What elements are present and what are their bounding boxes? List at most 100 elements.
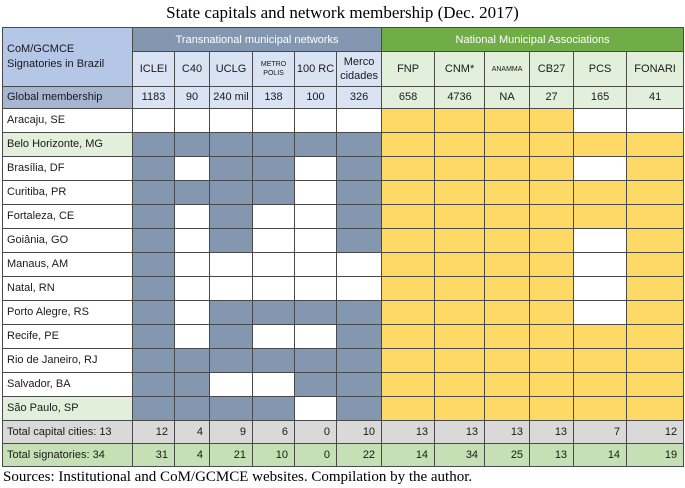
city-name: Recife, PE: [2, 323, 133, 349]
national-member-cell: [573, 371, 628, 397]
national-member-cell: [626, 155, 685, 181]
national-member-cell: [573, 347, 628, 373]
national-member-cell: [381, 251, 436, 277]
city-row: Manaus, AM: [2, 251, 685, 277]
total-value: 9: [209, 420, 253, 444]
col-header-uclg: UCLG: [209, 51, 253, 87]
global-value: 240 mil: [209, 86, 253, 109]
national-member-cell: [381, 323, 436, 349]
national-member-cell: [484, 155, 531, 181]
city-row: Natal, RN: [2, 275, 685, 301]
transnational-member-cell: [132, 227, 175, 253]
city-name: São Paulo, SP: [2, 395, 133, 422]
national-member-cell: [626, 299, 685, 325]
table-title: State capitals and network membership (D…: [166, 3, 519, 22]
empty-cell: [573, 275, 628, 301]
signatory-value: 31: [132, 443, 175, 467]
empty-cell: [294, 155, 337, 181]
city-name: Brasília, DF: [2, 155, 133, 181]
city-row: Rio de Janeiro, RJ: [2, 347, 685, 373]
empty-cell: [174, 251, 210, 277]
signatory-value: 21: [209, 443, 253, 467]
national-member-cell: [529, 131, 575, 157]
national-member-cell: [529, 347, 575, 373]
empty-cell: [294, 107, 337, 133]
transnational-member-cell: [132, 251, 175, 277]
global-value: 1183: [132, 86, 175, 109]
transnational-member-cell: [209, 179, 253, 205]
national-member-cell: [434, 395, 486, 422]
global-value: 4736: [434, 86, 486, 109]
national-member-cell: [573, 179, 628, 205]
global-value: 90: [174, 86, 210, 109]
col-header-fonari: FONARI: [626, 51, 685, 87]
city-row: Brasília, DF: [2, 155, 685, 181]
national-member-cell: [484, 131, 531, 157]
national-member-cell: [529, 275, 575, 301]
transnational-member-cell: [132, 155, 175, 181]
transnational-member-cell: [132, 203, 175, 229]
global-value: 326: [335, 86, 383, 109]
empty-cell: [294, 323, 337, 349]
national-member-cell: [529, 203, 575, 229]
national-member-cell: [381, 347, 436, 373]
city-row: Belo Horizonte, MG: [2, 131, 685, 157]
national-member-cell: [434, 323, 486, 349]
empty-cell: [252, 371, 295, 397]
transnational-member-cell: [252, 299, 295, 325]
national-member-cell: [529, 299, 575, 325]
empty-cell: [252, 107, 295, 133]
city-row: Recife, PE: [2, 323, 685, 349]
col-header-mercocidades: Merco cidades: [335, 51, 383, 87]
national-member-cell: [381, 155, 436, 181]
signatory-value: 10: [252, 443, 295, 467]
national-member-cell: [434, 347, 486, 373]
col-header-metropolis: METRO POLIS: [252, 51, 295, 87]
transnational-member-cell: [294, 299, 337, 325]
col-header-100rc: 100 RC: [294, 51, 337, 87]
global-membership-row: Global membership 1183 90 240 mil 138 10…: [2, 86, 685, 109]
empty-cell: [294, 395, 337, 422]
city-name: Curitiba, PR: [2, 179, 133, 205]
signatory-value: 34: [434, 443, 486, 467]
total-value: 6: [252, 420, 295, 444]
group-national: National Municipal Associations: [381, 27, 685, 52]
national-member-cell: [381, 131, 436, 157]
transnational-member-cell: [209, 131, 253, 157]
empty-cell: [174, 275, 210, 301]
national-member-cell: [484, 395, 531, 422]
empty-cell: [573, 227, 628, 253]
transnational-member-cell: [209, 299, 253, 325]
transnational-member-cell: [132, 299, 175, 325]
national-member-cell: [484, 179, 531, 205]
empty-cell: [573, 155, 628, 181]
national-member-cell: [529, 107, 575, 133]
signatory-value: 19: [626, 443, 685, 467]
national-member-cell: [434, 299, 486, 325]
national-member-cell: [381, 107, 436, 133]
national-member-cell: [529, 155, 575, 181]
city-name: Belo Horizonte, MG: [2, 131, 133, 157]
total-value: 0: [294, 420, 337, 444]
transnational-member-cell: [252, 395, 295, 422]
transnational-member-cell: [335, 395, 383, 422]
empty-cell: [132, 107, 175, 133]
empty-cell: [335, 107, 383, 133]
transnational-member-cell: [252, 155, 295, 181]
national-member-cell: [434, 227, 486, 253]
city-name: Aracaju, SE: [2, 107, 133, 133]
national-member-cell: [529, 371, 575, 397]
signatories-label: Total signatories: 34: [2, 443, 133, 467]
transnational-member-cell: [335, 203, 383, 229]
total-value: 13: [529, 420, 575, 444]
empty-cell: [252, 275, 295, 301]
totals-label: Total capital cities: 13: [2, 420, 133, 444]
national-member-cell: [484, 275, 531, 301]
signatory-value: 13: [529, 443, 575, 467]
national-member-cell: [381, 227, 436, 253]
national-member-cell: [529, 251, 575, 277]
city-name: Salvador, BA: [2, 371, 133, 397]
city-name: Goiânia, GO: [2, 227, 133, 253]
empty-cell: [209, 107, 253, 133]
group-transnational: Transnational municipal networks: [131, 27, 383, 52]
